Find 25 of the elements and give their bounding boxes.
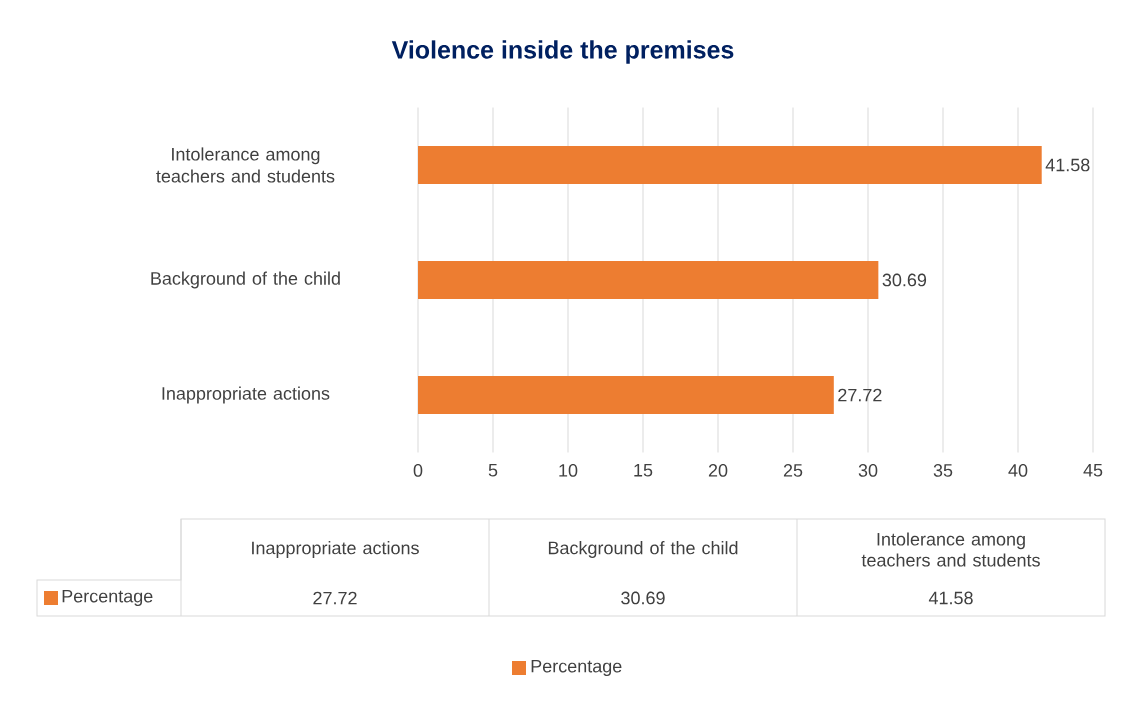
x-tick-label: 15 [634,464,653,477]
x-tick-label: 35 [933,464,953,477]
x-tick-label: 45 [1083,464,1103,477]
x-tick-label: 25 [783,464,803,477]
text: 41.58 [928,591,973,605]
category-label: Inappropriate actions [252,541,419,558]
y-tick-label: Intolerance among teachers and students [156,147,335,183]
data-label: 41.58 [1045,158,1090,172]
legend-label: Percentage [531,659,622,677]
y-tick-label: Inappropriate actions [162,386,330,404]
data-label: 27.72 [838,388,882,402]
y-tick-label: Background of the child [151,271,340,289]
x-tick-label: 20 [708,464,728,477]
data-label: 30.69 [882,273,927,287]
x-tick-label: 30 [858,464,878,477]
category-label: Intolerance among teachers and students [861,532,1040,567]
x-tick-label: 0 [413,464,423,477]
text: 27.72 [313,591,357,605]
chart-title: Violence inside the premises [391,40,734,64]
text: Percentage [62,589,153,607]
category-label: Background of the child [548,541,738,558]
x-tick-label: 40 [1008,464,1028,477]
x-tick-label: 10 [559,464,578,477]
x-tick-label: 5 [488,464,498,477]
text: 30.69 [621,591,665,605]
